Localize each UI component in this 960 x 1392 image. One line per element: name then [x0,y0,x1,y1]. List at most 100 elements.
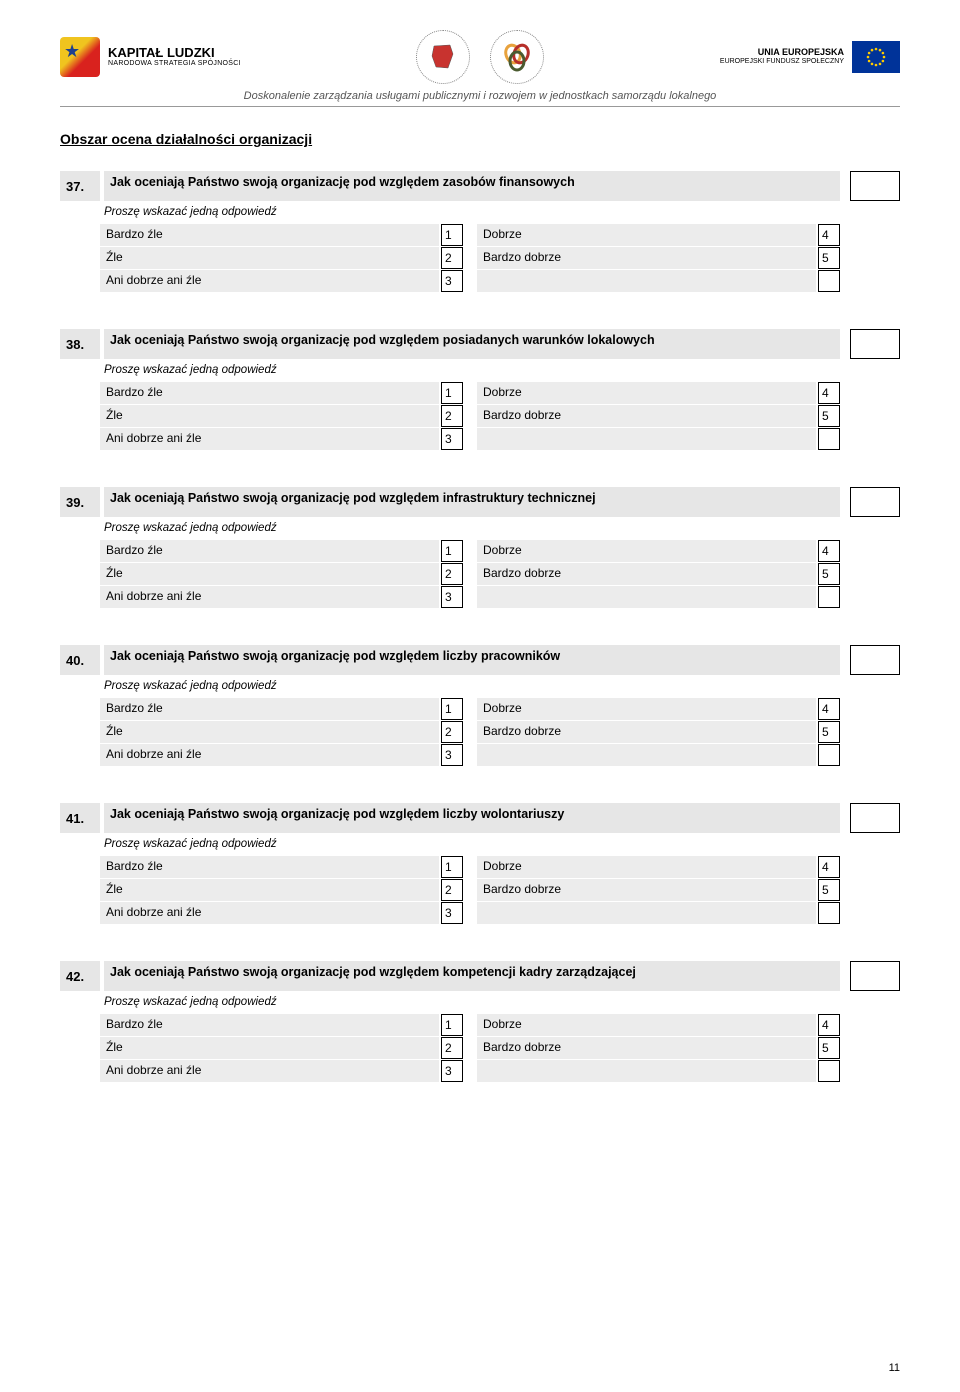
option-number-box[interactable]: 4 [818,856,840,878]
option-number-box[interactable]: 4 [818,382,840,404]
option-label: Dobrze [477,540,816,562]
answer-box[interactable] [850,645,900,675]
option-row: Bardzo dobrze5 [477,879,840,901]
kapital-logo-icon [60,37,100,77]
option-row: Ani dobrze ani źle3 [100,428,463,450]
option-number-box[interactable]: 5 [818,247,840,269]
option-number-box[interactable] [818,1060,840,1082]
option-label: Źle [100,879,439,901]
document-subtitle: Doskonalenie zarządzania usługami public… [60,90,900,107]
option-row: Dobrze4 [477,382,840,404]
answer-box[interactable] [850,171,900,201]
question-instruction: Proszę wskazać jedną odpowiedź [60,204,900,224]
answer-box[interactable] [850,961,900,991]
option-number-box[interactable] [818,270,840,292]
option-label: Bardzo źle [100,698,439,720]
option-label: Źle [100,1037,439,1059]
option-label [477,1060,816,1082]
question-number: 37. [60,171,100,201]
option-number-box[interactable] [818,428,840,450]
option-label: Ani dobrze ani źle [100,428,439,450]
option-label: Źle [100,247,439,269]
option-number-box[interactable]: 2 [441,563,463,585]
option-number-box[interactable]: 4 [818,698,840,720]
option-number-box[interactable]: 3 [441,744,463,766]
question-block: 42.Jak oceniają Państwo swoją organizacj… [60,961,900,1083]
option-label [477,428,816,450]
option-number-box[interactable]: 3 [441,428,463,450]
option-row: Dobrze4 [477,224,840,246]
question-instruction: Proszę wskazać jedną odpowiedź [60,520,900,540]
option-row: Źle2 [100,563,463,585]
option-number-box[interactable]: 3 [441,270,463,292]
option-number-box[interactable]: 5 [818,721,840,743]
option-number-box[interactable] [818,902,840,924]
option-number-box[interactable]: 5 [818,563,840,585]
option-label: Dobrze [477,856,816,878]
option-number-box[interactable]: 1 [441,224,463,246]
option-label: Bardzo źle [100,1014,439,1036]
option-number-box[interactable]: 2 [441,1037,463,1059]
option-label: Bardzo źle [100,856,439,878]
option-label: Dobrze [477,1014,816,1036]
option-number-box[interactable]: 5 [818,1037,840,1059]
question-number: 40. [60,645,100,675]
option-number-box[interactable] [818,744,840,766]
option-number-box[interactable]: 2 [441,721,463,743]
option-row: Dobrze4 [477,856,840,878]
option-number-box[interactable]: 4 [818,224,840,246]
option-row: Ani dobrze ani źle3 [100,586,463,608]
option-number-box[interactable]: 1 [441,856,463,878]
option-number-box[interactable]: 1 [441,382,463,404]
options-container: Bardzo źle1Źle2Ani dobrze ani źle3 Dobrze… [60,540,900,609]
option-row: Bardzo źle1 [100,382,463,404]
option-row: Bardzo dobrze5 [477,563,840,585]
answer-box[interactable] [850,329,900,359]
option-row: Bardzo dobrze5 [477,247,840,269]
option-row [477,270,840,292]
question-text: Jak oceniają Państwo swoją organizację p… [104,645,840,675]
option-row: Źle2 [100,721,463,743]
option-number-box[interactable]: 1 [441,1014,463,1036]
option-number-box[interactable]: 1 [441,698,463,720]
question-block: 37.Jak oceniają Państwo swoją organizacj… [60,171,900,293]
option-row [477,586,840,608]
question-text: Jak oceniają Państwo swoją organizację p… [104,329,840,359]
option-row [477,902,840,924]
option-label: Źle [100,405,439,427]
options-container: Bardzo źle1Źle2Ani dobrze ani źle3Dobrze… [60,856,900,925]
question-instruction: Proszę wskazać jedną odpowiedź [60,836,900,856]
option-number-box[interactable]: 5 [818,405,840,427]
eu-title: UNIA EUROPEJSKA [758,47,844,57]
question-number: 41. [60,803,100,833]
option-label [477,902,816,924]
option-row: Źle2 [100,879,463,901]
option-number-box[interactable]: 1 [441,540,463,562]
option-label: Bardzo źle [100,540,439,562]
option-number-box[interactable]: 3 [441,586,463,608]
option-number-box[interactable]: 5 [818,879,840,901]
option-number-box[interactable]: 4 [818,540,840,562]
answer-box[interactable] [850,487,900,517]
answer-box[interactable] [850,803,900,833]
option-number-box[interactable]: 3 [441,902,463,924]
question-text: Jak oceniają Państwo swoją organizację p… [104,487,840,517]
options-container: Bardzo źle1Źle2Ani dobrze ani źle3Dobrze… [60,698,900,767]
options-container: Bardzo źle1Źle2Ani dobrze ani źle3Dobrze… [60,224,900,293]
eu-text: UNIA EUROPEJSKA EUROPEJSKI FUNDUSZ SPOŁE… [720,47,844,66]
option-row: Ani dobrze ani źle3 [100,270,463,292]
option-label: Ani dobrze ani źle [100,744,439,766]
eu-logo-block: UNIA EUROPEJSKA EUROPEJSKI FUNDUSZ SPOŁE… [720,41,900,73]
option-row [477,428,840,450]
option-row: Źle2 [100,405,463,427]
option-label: Bardzo dobrze [477,879,816,901]
option-number-box[interactable]: 3 [441,1060,463,1082]
question-number: 42. [60,961,100,991]
option-number-box[interactable]: 2 [441,247,463,269]
option-number-box[interactable] [818,586,840,608]
option-number-box[interactable]: 4 [818,1014,840,1036]
option-number-box[interactable]: 2 [441,405,463,427]
option-label [477,586,816,608]
eu-flag-icon [852,41,900,73]
option-number-box[interactable]: 2 [441,879,463,901]
